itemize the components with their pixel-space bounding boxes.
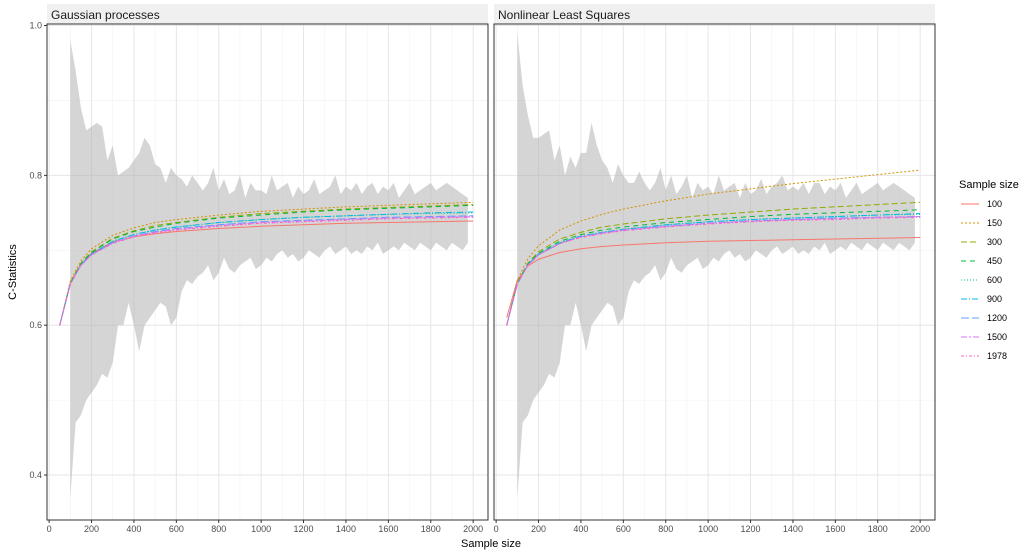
- x-axis: 0 200 400 600 800 1000 1200 1400 1600 1800 2000: [494, 520, 930, 534]
- x-tick-label: 200: [531, 524, 546, 534]
- x-axis-title: Sample size: [461, 538, 521, 550]
- x-tick-label: 800: [211, 524, 226, 534]
- legend-label: 1978: [987, 351, 1007, 361]
- y-axis-title: C-Statistics: [7, 244, 19, 300]
- x-tick-label: 200: [84, 524, 99, 534]
- x-axis: 0 200 400 600 800 1000 1200 1400 1600 1800 2000: [47, 520, 483, 534]
- series-line-300: [59, 204, 474, 326]
- legend: Sample size 100 150 300 450 600 900 1200 1500 197…: [959, 179, 1019, 361]
- y-tick-label: 0.6: [29, 320, 42, 330]
- legend-entry-1500: 1500: [961, 332, 1007, 342]
- x-tick-label: 0: [47, 524, 52, 534]
- confidence-band: [70, 40, 468, 498]
- legend-label: 1500: [987, 332, 1007, 342]
- series-group: [506, 169, 921, 326]
- x-tick-label: 800: [658, 524, 673, 534]
- legend-title: Sample size: [959, 179, 1019, 191]
- x-tick-label: 1600: [825, 524, 845, 534]
- y-tick-label: 0.8: [29, 170, 42, 180]
- series-line-300: [506, 201, 921, 326]
- panel-border: [493, 23, 936, 521]
- y-tick-label: 1.0: [29, 20, 42, 30]
- x-tick-label: 1000: [698, 524, 718, 534]
- x-tick-label: 400: [126, 524, 141, 534]
- x-tick-label: 1800: [421, 524, 441, 534]
- x-tick-label: 1400: [783, 524, 803, 534]
- x-tick-label: 1200: [741, 524, 761, 534]
- x-tick-label: 600: [616, 524, 631, 534]
- legend-label: 300: [987, 237, 1002, 247]
- series-line-1978: [59, 216, 474, 326]
- panel-strip-title: Gaussian processes: [51, 8, 160, 22]
- panel-strip: [494, 4, 935, 24]
- legend-label: 100: [987, 199, 1002, 209]
- x-tick-label: 1800: [868, 524, 888, 534]
- series-line-100: [506, 237, 921, 318]
- legend-entry-900: 900: [961, 294, 1002, 304]
- y-tick-label: 0.4: [29, 470, 42, 480]
- legend-entry-1200: 1200: [961, 313, 1007, 323]
- legend-label: 150: [987, 218, 1002, 228]
- series-line-1978: [506, 216, 921, 326]
- panel-border: [46, 23, 489, 521]
- legend-entry-150: 150: [961, 218, 1002, 228]
- series-line-150: [506, 169, 921, 326]
- x-tick-label: 1400: [336, 524, 356, 534]
- panel-2: Nonlinear Least Squares 0 200 400 600 800 1000…: [493, 4, 936, 534]
- legend-label: 1200: [987, 313, 1007, 323]
- y-axis: 0.4 0.6 0.8 1.0: [29, 20, 47, 480]
- series-line-150: [59, 201, 474, 326]
- legend-label: 600: [987, 275, 1002, 285]
- legend-entry-450: 450: [961, 256, 1002, 266]
- series-line-900: [59, 211, 474, 326]
- x-tick-label: 1600: [378, 524, 398, 534]
- legend-label: 900: [987, 294, 1002, 304]
- legend-entry-1978: 1978: [961, 351, 1007, 361]
- legend-label: 450: [987, 256, 1002, 266]
- series-line-900: [506, 213, 921, 326]
- series-group: [59, 201, 474, 326]
- legend-entry-100: 100: [961, 199, 1002, 209]
- x-tick-label: 2000: [910, 524, 930, 534]
- x-tick-label: 400: [573, 524, 588, 534]
- x-tick-label: 600: [169, 524, 184, 534]
- panel-strip-title: Nonlinear Least Squares: [498, 8, 630, 22]
- x-tick-label: 1000: [251, 524, 271, 534]
- confidence-band: [517, 32, 915, 498]
- legend-entry-300: 300: [961, 237, 1002, 247]
- panel-strip: [47, 4, 488, 24]
- x-tick-label: 2000: [463, 524, 483, 534]
- series-line-450: [59, 204, 474, 326]
- gridlines: [494, 24, 935, 520]
- x-tick-label: 0: [494, 524, 499, 534]
- x-tick-label: 1200: [294, 524, 314, 534]
- panel-1: Gaussian processes 0 200 400 600 800 1000 1200 1…: [29, 4, 489, 534]
- legend-entry-600: 600: [961, 275, 1002, 285]
